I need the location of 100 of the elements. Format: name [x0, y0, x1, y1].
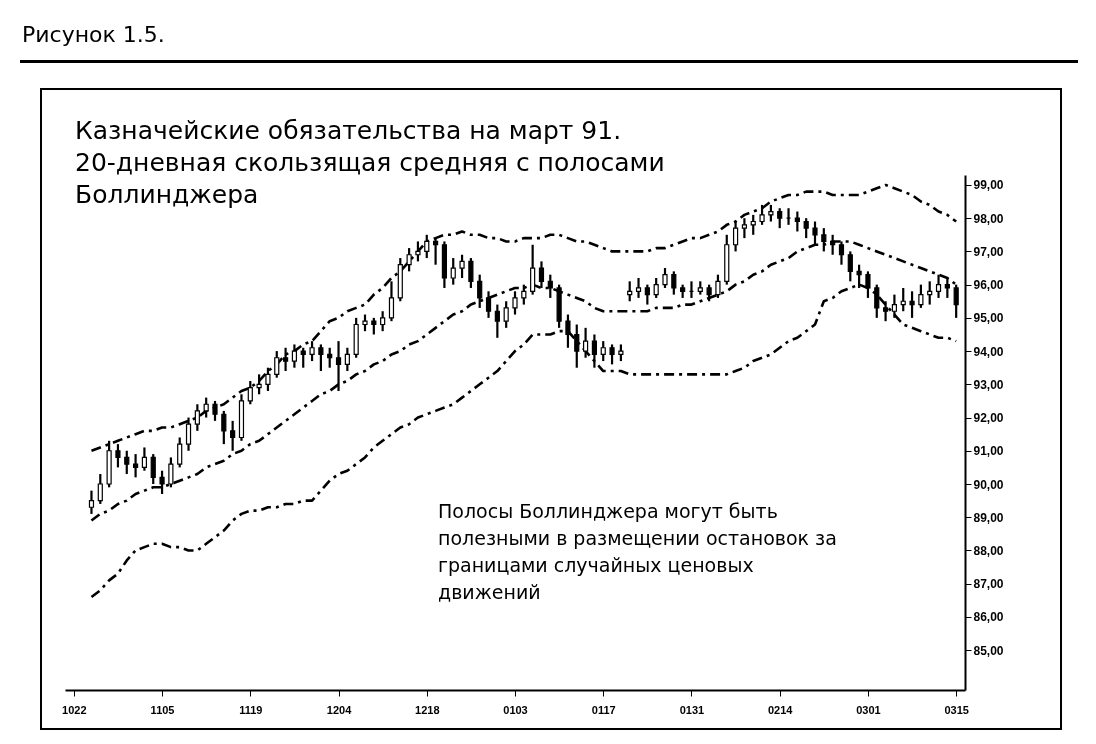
y-tick-label: 86,00 [973, 610, 1004, 625]
candlestick [953, 283, 959, 319]
x-tick-label: 1204 [326, 703, 353, 716]
candlestick [653, 276, 659, 300]
y-tick-label: 85,00 [973, 643, 1004, 658]
y-tick-label: 95,00 [973, 311, 1004, 326]
candlestick [715, 273, 721, 300]
candlestick [741, 217, 748, 240]
candlestick [494, 303, 500, 339]
candlestick [459, 253, 465, 280]
candlestick [221, 409, 227, 446]
candlestick [662, 266, 668, 290]
candlestick [468, 256, 474, 290]
candlestick [168, 456, 174, 489]
candlestick [609, 343, 615, 366]
candlestick [794, 210, 800, 233]
candlestick [344, 346, 350, 373]
candlestick [635, 276, 642, 300]
x-tick-label: 1119 [239, 703, 263, 716]
candlestick [644, 283, 650, 306]
candlestick [485, 290, 492, 319]
x-tick-label: 0103 [503, 703, 528, 716]
candlestick [565, 313, 571, 349]
x-tick-label: 1105 [150, 703, 175, 716]
candlestick [256, 373, 262, 396]
candlestick [750, 213, 756, 236]
candlestick [512, 290, 518, 316]
candlestick [194, 403, 200, 432]
y-tick-label: 93,00 [973, 377, 1004, 392]
candlestick [547, 273, 553, 300]
candlestick [935, 273, 942, 300]
candlestick [909, 290, 915, 319]
candlestick [132, 453, 139, 479]
candlestick [503, 300, 509, 329]
candlestick [309, 340, 315, 363]
candlestick [424, 233, 430, 260]
candlestick [415, 240, 421, 263]
y-tick-label: 92,00 [973, 411, 1004, 426]
candlestick [477, 273, 483, 309]
candlestick [159, 469, 165, 496]
candlestick [882, 300, 889, 323]
candlestick [203, 396, 209, 419]
candlestick [777, 207, 783, 230]
chart-title: Казначейские обязательства на март 91. 20-дневная скользящая средняя с полосами Боллинджера [75, 116, 665, 209]
candlestick [944, 276, 950, 300]
y-tick-label: 90,00 [973, 477, 1004, 492]
candlestick [521, 283, 527, 306]
y-tick-label: 96,00 [973, 278, 1004, 293]
x-tick-label: 1022 [62, 703, 87, 716]
y-tick-label: 97,00 [973, 244, 1004, 259]
candlestick [141, 446, 148, 472]
candlestick [212, 399, 218, 422]
candlestick [318, 343, 324, 373]
candlestick [115, 443, 121, 469]
candlestick [97, 472, 103, 506]
candlestick [627, 280, 633, 303]
candlestick [582, 326, 589, 359]
candlestick [530, 243, 536, 296]
x-tick-label: 0117 [591, 703, 616, 716]
candlestick [230, 419, 236, 452]
x-tick-label: 0301 [856, 703, 881, 716]
candlestick [671, 270, 677, 296]
candlestick [574, 323, 580, 369]
candlestick [177, 436, 183, 469]
candlestick [591, 333, 598, 369]
candlestick [732, 220, 739, 253]
x-tick-label: 1218 [415, 703, 440, 716]
candlestick [600, 340, 606, 363]
candlestick [247, 379, 253, 406]
candlestick [803, 217, 809, 240]
candlestick [918, 283, 924, 309]
candlestick [274, 350, 280, 379]
x-tick-label: 0315 [944, 703, 969, 716]
annotation: Полосы Боллинджера могут быть полезными в размещении остановок за границами случайных ценовых движений [438, 499, 837, 605]
candlestick [380, 310, 386, 333]
candlestick [88, 489, 95, 515]
x-tick-label: 0214 [767, 703, 794, 716]
candlestick [327, 346, 333, 369]
x-tick-label: 0131 [679, 703, 705, 716]
candlestick [291, 343, 298, 369]
candlestick [335, 340, 342, 393]
y-tick-label: 94,00 [973, 344, 1004, 359]
y-tick-label: 98,00 [973, 211, 1004, 226]
y-tick-label: 99,00 [973, 178, 1004, 193]
y-tick-label: 91,00 [973, 444, 1004, 459]
candlestick [450, 256, 456, 286]
candlestick [891, 293, 898, 319]
candlestick [282, 346, 289, 373]
y-tick-label: 88,00 [973, 543, 1004, 558]
candlestick [265, 366, 271, 393]
candlestick [406, 247, 412, 273]
candlestick [847, 250, 853, 283]
candlestick [927, 280, 933, 306]
candlestick [900, 286, 906, 313]
y-tick-label: 87,00 [973, 577, 1004, 592]
candlestick [538, 260, 545, 290]
y-tick-label: 89,00 [973, 510, 1004, 525]
candlestick [124, 449, 130, 476]
candlestick [150, 453, 156, 486]
text: Рисунок 1.5. [22, 22, 165, 47]
